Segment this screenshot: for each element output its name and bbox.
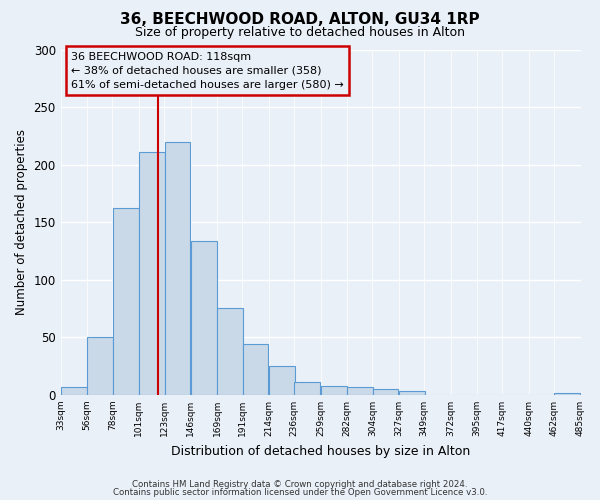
- Bar: [554, 392, 580, 395]
- Bar: [243, 344, 268, 395]
- Text: Contains HM Land Registry data © Crown copyright and database right 2024.: Contains HM Land Registry data © Crown c…: [132, 480, 468, 489]
- Bar: [217, 308, 243, 395]
- Bar: [269, 366, 295, 395]
- Bar: [321, 386, 347, 395]
- Bar: [347, 387, 373, 395]
- Bar: [88, 338, 113, 395]
- Bar: [295, 382, 320, 395]
- Bar: [399, 392, 425, 395]
- X-axis label: Distribution of detached houses by size in Alton: Distribution of detached houses by size …: [171, 444, 470, 458]
- Bar: [373, 389, 398, 395]
- Y-axis label: Number of detached properties: Number of detached properties: [15, 130, 28, 316]
- Bar: [164, 142, 190, 395]
- Text: 36 BEECHWOOD ROAD: 118sqm
← 38% of detached houses are smaller (358)
61% of semi: 36 BEECHWOOD ROAD: 118sqm ← 38% of detac…: [71, 52, 344, 90]
- Text: 36, BEECHWOOD ROAD, ALTON, GU34 1RP: 36, BEECHWOOD ROAD, ALTON, GU34 1RP: [120, 12, 480, 26]
- Bar: [113, 208, 139, 395]
- Bar: [191, 241, 217, 395]
- Text: Contains public sector information licensed under the Open Government Licence v3: Contains public sector information licen…: [113, 488, 487, 497]
- Bar: [139, 152, 165, 395]
- Text: Size of property relative to detached houses in Alton: Size of property relative to detached ho…: [135, 26, 465, 39]
- Bar: [61, 387, 87, 395]
